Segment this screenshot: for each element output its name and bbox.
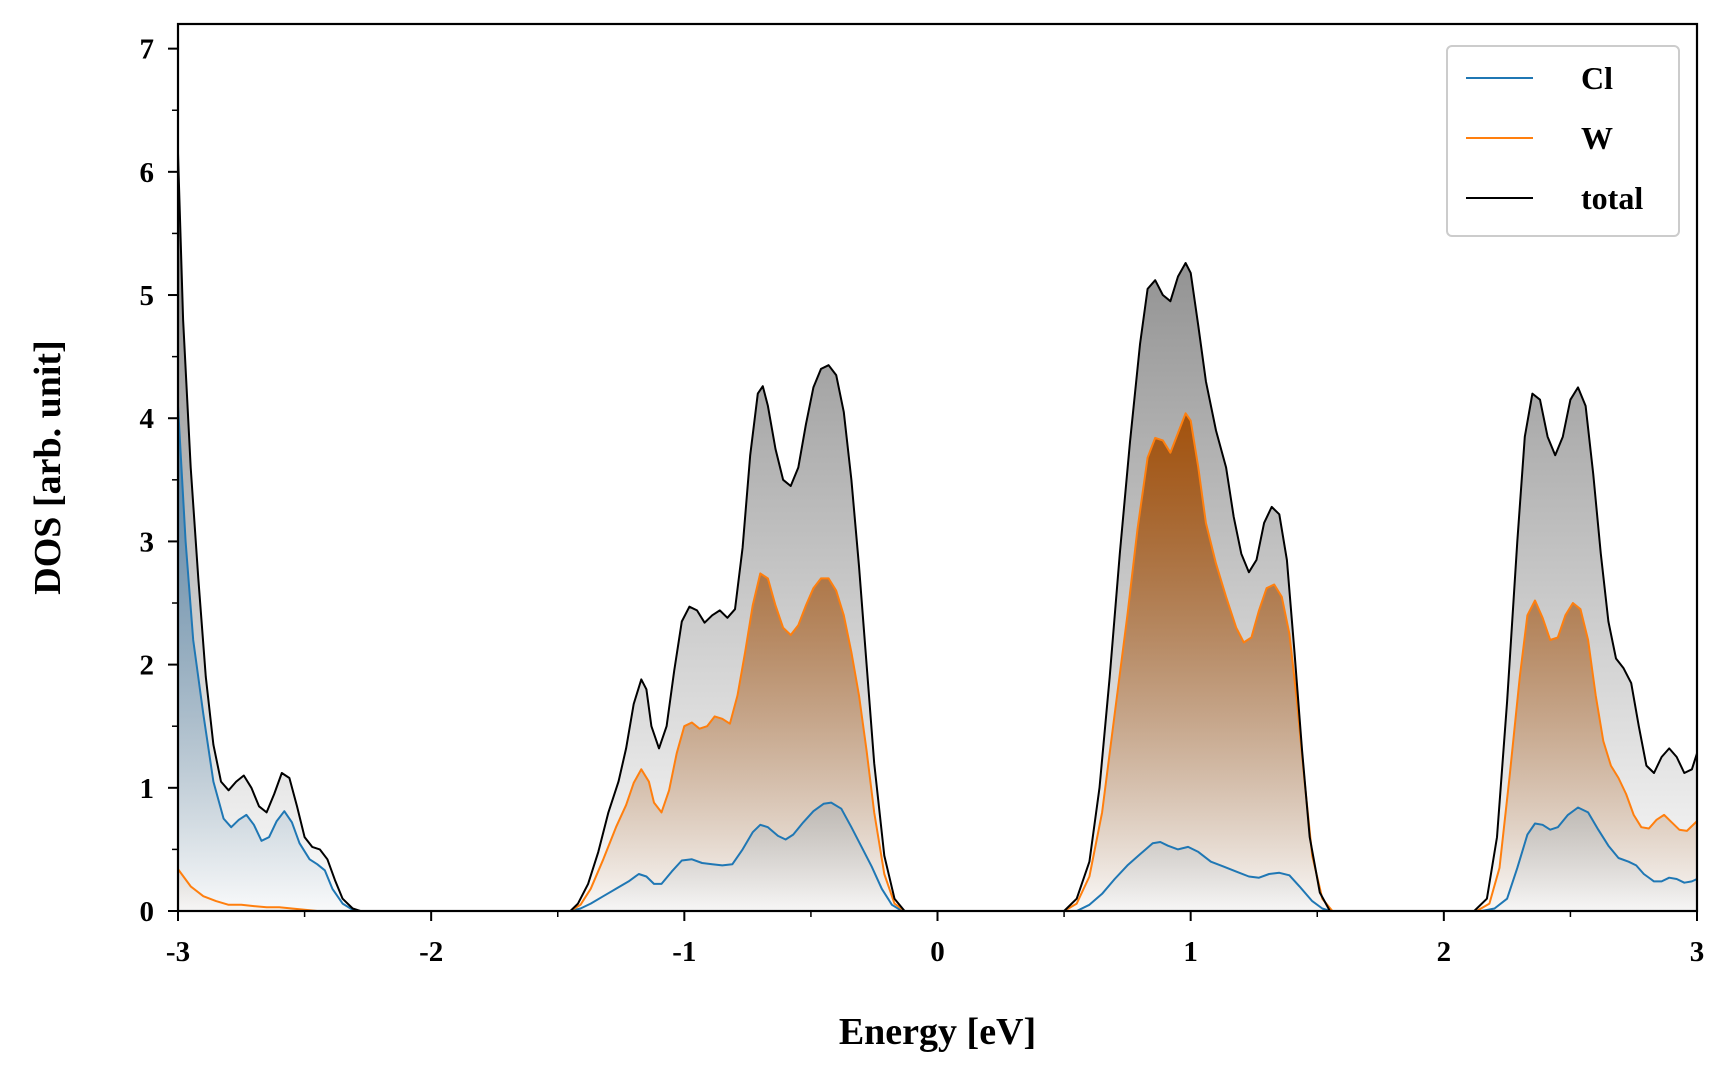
- y-axis-ticks: 0 1 2 3 4 5 6 7: [140, 34, 178, 928]
- series-lines: [177, 153, 1698, 912]
- series-line-cl: [177, 405, 1698, 912]
- y-tick-label: 6: [140, 157, 155, 189]
- x-axis-ticks: -3 -2 -1 0 1 2 3: [166, 911, 1704, 968]
- legend-label-w: W: [1581, 120, 1613, 156]
- series-line-total: [177, 153, 1698, 912]
- legend-label-total: total: [1581, 180, 1643, 216]
- y-tick-label: 3: [140, 526, 155, 558]
- x-tick-label: -2: [419, 936, 443, 968]
- y-axis-label: DOS [arb. unit]: [27, 340, 69, 594]
- y-tick-label: 1: [140, 773, 155, 805]
- area-fills: [178, 153, 1697, 911]
- y-tick-label: 7: [140, 34, 155, 66]
- y-tick-label: 0: [140, 896, 155, 928]
- x-tick-label: 3: [1690, 936, 1705, 968]
- area-fill-total: [178, 153, 1697, 911]
- y-tick-label: 5: [140, 280, 155, 312]
- area-fill-w: [178, 413, 1697, 911]
- x-tick-label: 1: [1183, 936, 1198, 968]
- legend: Cl W total: [1446, 45, 1680, 237]
- legend-label-cl: Cl: [1581, 60, 1613, 96]
- series-line-w: [177, 412, 1698, 912]
- x-axis-label: Energy [eV]: [839, 1011, 1036, 1053]
- x-tick-label: -1: [672, 936, 696, 968]
- x-tick-label: -3: [166, 936, 190, 968]
- y-tick-label: 4: [140, 403, 155, 435]
- y-tick-label: 2: [140, 650, 155, 682]
- x-tick-label: 2: [1437, 936, 1452, 968]
- area-fill-cl: [178, 405, 1697, 911]
- x-tick-label: 0: [930, 936, 945, 968]
- legend-box: [1446, 45, 1680, 237]
